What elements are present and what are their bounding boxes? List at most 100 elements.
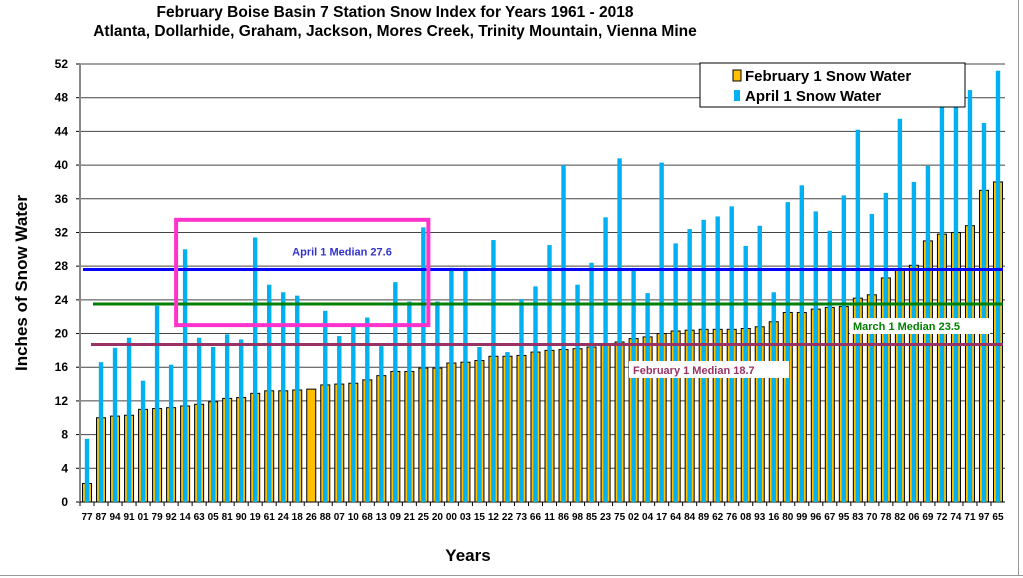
bar-apr-92: [168, 364, 174, 502]
x-tick-label: 64: [670, 512, 682, 523]
x-tick-label: 98: [572, 512, 584, 523]
x-tick-label: 73: [516, 512, 528, 523]
x-tick-label: 94: [109, 512, 121, 523]
bar-apr-71: [967, 90, 973, 502]
y-tick-label: 52: [55, 57, 69, 71]
x-tick-label: 67: [824, 512, 836, 523]
bar-apr-00: [449, 267, 454, 502]
x-axis-label: Years: [445, 546, 490, 565]
x-tick-label: 90: [236, 512, 248, 523]
bar-apr-21: [407, 301, 412, 502]
bar-apr-97: [981, 122, 987, 502]
x-tick-label: 01: [138, 512, 150, 523]
y-tick-label: 48: [55, 91, 69, 105]
chart-title: February Boise Basin 7 Station Snow Inde…: [156, 4, 634, 21]
x-tick-label: 89: [698, 512, 710, 523]
x-tick-label: 07: [334, 512, 346, 523]
x-tick-label: 65: [992, 512, 1004, 523]
legend-swatch-feb: [732, 69, 742, 82]
x-tick-label: 82: [894, 512, 906, 523]
x-tick-label: 70: [866, 512, 878, 523]
bar-apr-14: [182, 249, 188, 502]
bar-apr-17: [659, 162, 664, 503]
feb-median-label: February 1 Median 18.7: [633, 365, 755, 377]
bar-apr-72: [939, 101, 945, 503]
bar-apr-78: [883, 192, 889, 502]
bar-apr-04: [645, 293, 650, 502]
bar-apr-13: [379, 346, 384, 502]
bar-apr-25: [421, 227, 426, 502]
bar-apr-03: [463, 269, 468, 502]
x-tick-label: 93: [754, 512, 766, 523]
y-tick-label: 32: [55, 225, 69, 239]
bar-apr-19: [252, 237, 258, 502]
bar-apr-63: [196, 337, 202, 502]
bar-apr-81: [224, 334, 230, 502]
bar-apr-11: [547, 245, 552, 502]
x-tick-label: 16: [768, 512, 780, 523]
bar-apr-10: [351, 324, 356, 502]
highlight-box: [174, 217, 431, 328]
bar-apr-67: [827, 230, 833, 502]
x-tick-label: 85: [586, 512, 598, 523]
x-tick-label: 14: [180, 512, 192, 523]
frame-bottom: [0, 575, 1023, 576]
bar-apr-02: [631, 269, 636, 502]
x-tick-label: 66: [530, 512, 542, 523]
feb-median-label-box: [629, 361, 789, 378]
bar-apr-05: [210, 347, 216, 502]
chart-subtitle: Atlanta, Dollarhide, Graham, Jackson, Mo…: [93, 23, 697, 40]
x-tick-label: 06: [908, 512, 920, 523]
x-tick-label: 00: [446, 512, 458, 523]
x-tick-label: 79: [152, 512, 164, 523]
x-tick-label: 26: [306, 512, 318, 523]
bar-apr-18: [295, 295, 300, 502]
x-tick-label: 18: [292, 512, 304, 523]
x-tick-label: 92: [166, 512, 178, 523]
x-tick-label: 10: [348, 512, 360, 523]
bar-apr-24: [281, 292, 286, 502]
bar-apr-79: [154, 305, 160, 502]
bar-apr-77: [84, 438, 90, 502]
x-tick-label: 24: [278, 512, 290, 523]
bar-apr-87: [98, 362, 104, 502]
legend-label-apr: April 1 Snow Water: [745, 88, 881, 105]
bar-apr-16: [771, 292, 776, 502]
x-tick-label: 20: [432, 512, 444, 523]
x-tick-label: 15: [474, 512, 486, 523]
x-tick-label: 78: [880, 512, 892, 523]
x-tick-label: 95: [838, 512, 850, 523]
bar-apr-83: [855, 129, 861, 502]
bar-apr-06: [911, 181, 917, 502]
y-tick-label: 20: [55, 327, 69, 341]
x-tick-label: 72: [936, 512, 948, 523]
y-tick-label: 8: [61, 428, 68, 442]
bar-apr-70: [869, 213, 875, 502]
x-tick-label: 19: [250, 512, 262, 523]
y-axis-label: Inches of Snow Water: [12, 195, 31, 371]
x-tick-label: 81: [222, 512, 234, 523]
x-tick-label: 05: [208, 512, 220, 523]
legend-box: [699, 62, 966, 108]
frame-right: [1018, 0, 1019, 575]
bar-apr-95: [841, 195, 847, 502]
x-tick-label: 04: [642, 512, 654, 523]
y-tick-label: 24: [55, 293, 69, 307]
x-tick-label: 23: [600, 512, 612, 523]
x-tick-label: 86: [558, 512, 570, 523]
bar-apr-12: [491, 240, 496, 503]
bar-apr-75: [617, 158, 622, 503]
bar-apr-09: [393, 282, 398, 502]
bar-apr-94: [112, 347, 118, 502]
bar-apr-20: [435, 301, 440, 502]
y-tick-label: 28: [55, 259, 69, 273]
x-tick-label: 25: [418, 512, 430, 523]
march-median-label-box: [850, 318, 990, 334]
x-tick-label: 88: [320, 512, 332, 523]
bar-apr-07: [337, 336, 342, 502]
bar-apr-22: [505, 352, 510, 502]
x-tick-label: 74: [950, 512, 962, 523]
x-tick-label: 97: [978, 512, 990, 523]
x-tick-label: 08: [740, 512, 752, 523]
